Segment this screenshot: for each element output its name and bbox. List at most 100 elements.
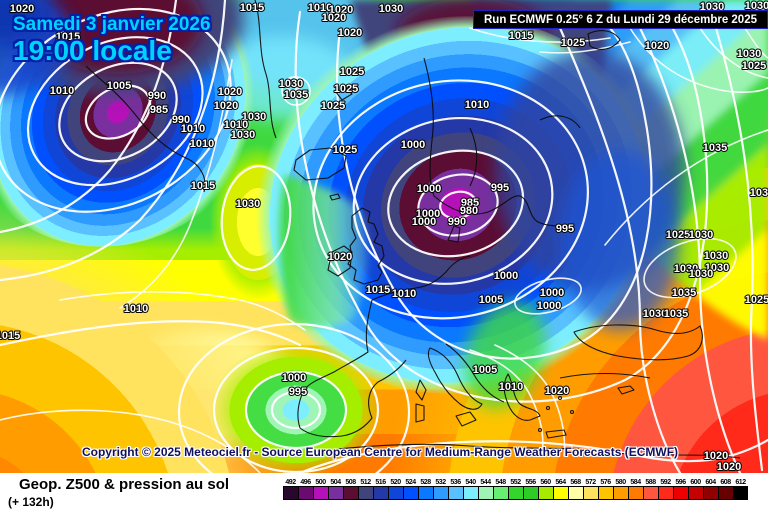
pressure-label: 1000 — [537, 300, 561, 312]
map-area: 1020 1015 1015 1010 1020 1020 1020 1030 1025 1025… — [0, 0, 768, 473]
colorbar-value: 540 — [465, 479, 476, 486]
pressure-label: 1020 — [10, 3, 34, 15]
pressure-label: 990 — [448, 216, 466, 228]
colorbar-cell — [448, 486, 463, 500]
pressure-label: 1030 — [704, 250, 728, 262]
pressure-label: 1015 — [56, 31, 80, 43]
geopotential-fill-layer — [0, 0, 768, 473]
colorbar-value: 556 — [525, 479, 536, 486]
pressure-label: 1030 — [705, 262, 729, 274]
colorbar-value: 572 — [585, 479, 596, 486]
coastlines-layer — [85, 0, 741, 459]
pressure-label: 1035 — [664, 308, 688, 320]
pressure-label: 1010 — [181, 123, 205, 135]
pressure-label: 1015 — [240, 2, 264, 14]
colorbar-value: 532 — [435, 479, 446, 486]
colorbar-value: 516 — [375, 479, 386, 486]
colorbar-value: 568 — [570, 479, 581, 486]
pressure-label: 1035 — [672, 287, 696, 299]
colorbar-value: 608 — [720, 479, 731, 486]
pressure-label: 1030 — [236, 198, 260, 210]
copyright-text: Copyright © 2025 Meteociel.fr - Source E… — [81, 445, 679, 459]
pressure-label: 990 — [172, 114, 190, 126]
colorbar-cell — [463, 486, 478, 500]
pressure-label: 1030 — [279, 78, 303, 90]
colorbar-value: 600 — [690, 479, 701, 486]
pressure-label: 1020 — [704, 450, 728, 462]
colorbar-value: 508 — [345, 479, 356, 486]
pressure-label: 980 — [460, 205, 478, 217]
pressure-label: 1020 — [645, 40, 669, 52]
pressure-label: 1035 — [703, 142, 727, 154]
colorbar-cells — [283, 486, 748, 500]
colorbar-value: 520 — [390, 479, 401, 486]
colorbar-value: 524 — [405, 479, 416, 486]
colorbar-value: 504 — [330, 479, 341, 486]
colorbar-cell — [283, 486, 298, 500]
model-run-text: Run ECMWF 0.25° 6 Z du Lundi 29 décembre… — [484, 13, 757, 26]
colorbar-cell — [628, 486, 643, 500]
valid-hour: 19:00 locale — [13, 34, 172, 66]
colorbar-value: 560 — [540, 479, 551, 486]
pressure-label: 1010 — [392, 288, 416, 300]
colorbar-cell — [658, 486, 673, 500]
pressure-label: 1015 — [191, 180, 215, 192]
colorbar-cell — [298, 486, 313, 500]
pressure-label: 1020 — [322, 12, 346, 24]
colorbar-value: 496 — [300, 479, 311, 486]
pressure-label: 995 — [556, 223, 574, 235]
colorbar-cell — [433, 486, 448, 500]
pressure-label: 1010 — [50, 85, 74, 97]
colorbar-cell — [568, 486, 583, 500]
colorbar-cell — [313, 486, 328, 500]
pressure-label: 1025 — [321, 100, 345, 112]
colorbar-value: 592 — [660, 479, 671, 486]
pressure-label: 1030 — [643, 308, 667, 320]
pressure-label: 1020 — [717, 461, 741, 473]
pressure-label: 1010 — [124, 303, 148, 315]
colorbar-cell — [583, 486, 598, 500]
colorbar-cell — [388, 486, 403, 500]
colorbar-value: 612 — [735, 479, 746, 486]
colorbar-cell — [508, 486, 523, 500]
pressure-label: 1000 — [412, 216, 436, 228]
pressure-label: 1015 — [366, 284, 390, 296]
pressure-label: 1005 — [479, 294, 503, 306]
pressure-label: 1000 — [494, 270, 518, 282]
chart-title: Geop. Z500 & pression au sol — [19, 476, 230, 493]
colorbar-value: 588 — [645, 479, 656, 486]
colorbar-cell — [493, 486, 508, 500]
colorbar-cell — [718, 486, 733, 500]
colorbar-cell — [373, 486, 388, 500]
pressure-label: 1000 — [417, 183, 441, 195]
pressure-label: 1015 — [0, 330, 20, 342]
pressure-label: 1020 — [214, 100, 238, 112]
pressure-label: 990 — [148, 90, 166, 102]
pressure-label: 1005 — [473, 364, 497, 376]
pressure-label: 1030 — [737, 48, 761, 60]
pressure-label: 1020 — [545, 385, 569, 397]
pressure-label: 995 — [289, 386, 307, 398]
pressure-label: 1025 — [742, 60, 766, 72]
pressure-label: 1015 — [509, 30, 533, 42]
colorbar-value: 548 — [495, 479, 506, 486]
pressure-label: 1030 — [689, 229, 713, 241]
colorbar-value: 596 — [675, 479, 686, 486]
pressure-label: 1030 — [379, 3, 403, 15]
colorbar-cell — [343, 486, 358, 500]
pressure-label: 1000 — [282, 372, 306, 384]
colorbar-value: 552 — [510, 479, 521, 486]
colorbar-value: 544 — [480, 479, 491, 486]
pressure-label: 1030 — [745, 0, 768, 12]
colorbar-value: 528 — [420, 479, 431, 486]
model-run-banner: Run ECMWF 0.25° 6 Z du Lundi 29 décembre… — [473, 10, 768, 29]
colorbar-values: 492 496 500 504 508 512 516 520 524 528 532 536 540 5… — [283, 479, 748, 486]
colorbar-cell — [703, 486, 718, 500]
colorbar-value: 584 — [630, 479, 641, 486]
pressure-label: 1010 — [190, 138, 214, 150]
pressure-label: 1000 — [416, 208, 440, 220]
pressure-label: 1020 — [329, 4, 353, 16]
pressure-label: 1020 — [218, 86, 242, 98]
